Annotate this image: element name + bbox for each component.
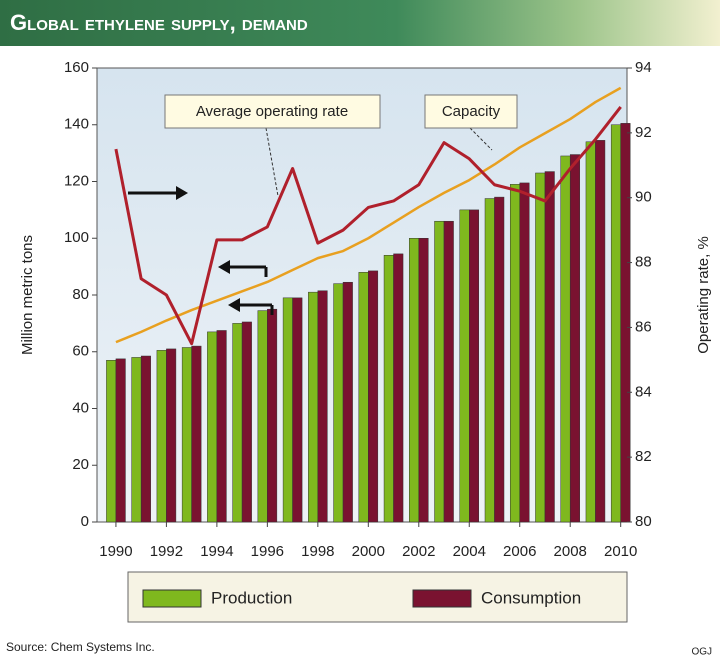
bar bbox=[368, 270, 379, 523]
annotation: Capacity bbox=[442, 103, 501, 120]
legend-swatch bbox=[412, 589, 472, 608]
bar bbox=[106, 360, 117, 523]
bar bbox=[383, 255, 394, 523]
bar bbox=[443, 220, 454, 523]
x-tick-label: 2008 bbox=[554, 543, 587, 560]
bar bbox=[333, 283, 344, 523]
bar bbox=[610, 124, 621, 523]
bar bbox=[494, 196, 505, 523]
credit: OGJ bbox=[691, 647, 712, 658]
y2-tick-label: 92 bbox=[635, 124, 652, 141]
bar bbox=[560, 155, 571, 523]
y-tick-label: 100 bbox=[64, 229, 89, 246]
bar bbox=[418, 238, 429, 523]
leader-line bbox=[469, 127, 493, 151]
legend-label: Consumption bbox=[481, 588, 581, 607]
y2-tick-label: 80 bbox=[635, 513, 652, 530]
bar bbox=[181, 347, 192, 523]
bar bbox=[409, 238, 420, 523]
x-tick-label: 1998 bbox=[301, 543, 334, 560]
y2-tick-label: 88 bbox=[635, 254, 652, 271]
y-tick-label: 80 bbox=[72, 286, 89, 303]
legend bbox=[127, 571, 628, 623]
bar bbox=[358, 272, 369, 523]
bar bbox=[140, 355, 151, 523]
bar bbox=[191, 345, 202, 523]
y-tick-label: 140 bbox=[64, 116, 89, 133]
y2-tick-label: 84 bbox=[635, 383, 652, 400]
bar bbox=[216, 330, 227, 523]
bar bbox=[115, 358, 126, 523]
y-tick-label: 0 bbox=[81, 513, 89, 530]
x-tick-label: 1990 bbox=[99, 543, 132, 560]
bar bbox=[131, 357, 142, 523]
bar bbox=[241, 321, 252, 523]
y2-tick-label: 90 bbox=[635, 189, 652, 206]
bar bbox=[569, 154, 580, 523]
legend-swatch bbox=[142, 589, 202, 608]
y-tick-label: 20 bbox=[72, 456, 89, 473]
x-tick-label: 2010 bbox=[604, 543, 637, 560]
chart-title: Global ethylene supply, demand bbox=[10, 10, 308, 35]
y-tick-label: 60 bbox=[72, 343, 89, 360]
bar bbox=[282, 297, 293, 523]
legend-label: Production bbox=[211, 588, 292, 607]
bar bbox=[393, 253, 404, 523]
x-tick-label: 2006 bbox=[503, 543, 536, 560]
annotation-box bbox=[424, 94, 518, 129]
annotation-box bbox=[164, 94, 381, 129]
y2-tick-label: 82 bbox=[635, 448, 652, 465]
bar bbox=[459, 209, 470, 523]
y-tick-label: 40 bbox=[72, 399, 89, 416]
arrows bbox=[128, 186, 274, 315]
bar bbox=[292, 297, 303, 523]
x-tick-label: 2004 bbox=[453, 543, 486, 560]
bar bbox=[595, 140, 606, 523]
bar bbox=[267, 308, 278, 523]
bar bbox=[535, 172, 546, 523]
y-tick-label: 120 bbox=[64, 172, 89, 189]
bar bbox=[207, 331, 218, 523]
bar bbox=[509, 184, 520, 523]
bar bbox=[308, 291, 319, 523]
y-axis-label: Million metric tons bbox=[19, 235, 36, 355]
bar bbox=[317, 290, 328, 523]
x-tick-label: 2000 bbox=[352, 543, 385, 560]
y-tick-label: 160 bbox=[64, 59, 89, 76]
x-tick-label: 2002 bbox=[402, 543, 435, 560]
bar bbox=[585, 141, 596, 523]
x-tick-label: 1996 bbox=[251, 543, 284, 560]
leader-line bbox=[265, 127, 279, 197]
bar bbox=[484, 198, 495, 523]
bar bbox=[342, 281, 353, 523]
bar bbox=[620, 123, 631, 523]
bar bbox=[434, 220, 445, 523]
x-tick-label: 1994 bbox=[200, 543, 233, 560]
bar bbox=[232, 323, 243, 523]
y2-tick-label: 86 bbox=[635, 318, 652, 335]
annotation: Average operating rate bbox=[196, 103, 348, 120]
bar bbox=[519, 182, 530, 523]
title-banner bbox=[0, 0, 720, 46]
x-tick-label: 1992 bbox=[150, 543, 183, 560]
bar bbox=[257, 310, 268, 523]
bar bbox=[166, 348, 177, 523]
y2-axis-label: Operating rate, % bbox=[695, 236, 712, 354]
y2-tick-label: 94 bbox=[635, 59, 652, 76]
bar bbox=[544, 171, 555, 523]
source: Source: Chem Systems Inc. bbox=[6, 640, 155, 654]
bar bbox=[469, 209, 480, 523]
line bbox=[114, 105, 622, 346]
bar bbox=[156, 350, 167, 523]
